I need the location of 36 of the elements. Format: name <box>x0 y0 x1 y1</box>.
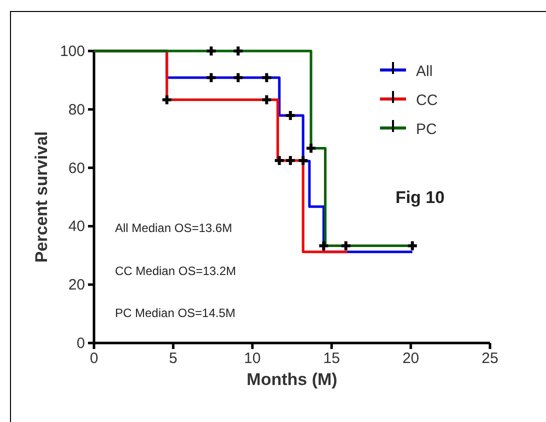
annotation: PC Median OS=14.5M <box>115 306 236 320</box>
y-tick-label: 60 <box>68 160 85 177</box>
point <box>262 73 272 82</box>
x-tick-label: 0 <box>90 350 98 367</box>
legend-label: CC <box>416 92 438 109</box>
annotation: CC Median OS=13.2M <box>115 264 236 278</box>
point <box>234 73 243 82</box>
x-tick-label: 10 <box>244 350 261 367</box>
point <box>306 144 316 153</box>
point <box>286 111 295 120</box>
annotation: Fig 10 <box>395 188 445 207</box>
point <box>286 156 295 165</box>
point <box>298 156 308 165</box>
y-tick-label: 20 <box>68 276 85 294</box>
x-tick-label: 15 <box>323 350 340 367</box>
point <box>274 156 284 165</box>
legend-label: All <box>416 63 433 80</box>
annotation: All Median OS=13.6M <box>115 221 232 235</box>
point <box>341 241 350 250</box>
x-tick-label: 5 <box>169 350 178 367</box>
point <box>206 73 216 82</box>
point <box>262 95 272 104</box>
point <box>234 46 243 56</box>
x-tick-label: 20 <box>402 350 420 367</box>
point <box>319 241 328 250</box>
point <box>206 46 216 56</box>
y-tick-label: 0 <box>76 335 85 352</box>
point <box>162 95 172 104</box>
y-tick-label: 80 <box>68 101 85 118</box>
y-axis-title: Percent survival <box>32 131 51 263</box>
point <box>408 241 417 250</box>
y-tick-label: 40 <box>68 218 85 236</box>
legend-label: PC <box>416 121 438 138</box>
x-axis-title: Months (M) <box>246 370 338 389</box>
y-tick-label: 100 <box>60 43 85 60</box>
x-tick-label: 25 <box>482 350 498 367</box>
